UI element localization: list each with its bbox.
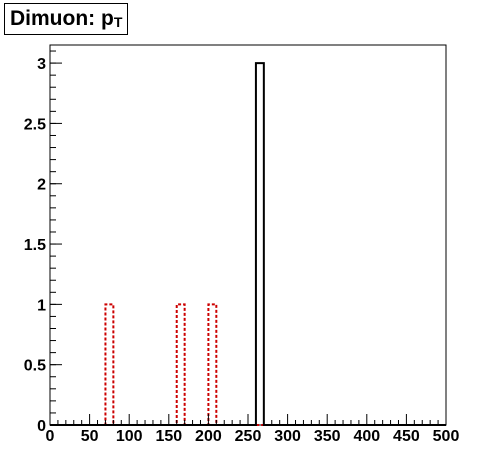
x-tick-label: 450 [393,428,420,445]
chart-title-subscript: T [113,14,123,30]
x-tick-label: 300 [274,428,301,445]
x-tick-label: 200 [195,428,222,445]
chart-title: Dimuon: pT [4,3,129,35]
y-tick-label: 1 [37,297,46,314]
x-tick-label: 250 [235,428,262,445]
y-tick-label: 0 [37,418,46,435]
x-tick-label: 350 [314,428,341,445]
x-tick-label: 500 [433,428,460,445]
x-tick-label: 150 [155,428,182,445]
plot-frame [49,44,447,426]
series-layer [50,62,446,426]
y-tick-label: 2 [37,177,46,194]
x-tick-label: 0 [46,428,55,445]
chart-title-main: Dimuon: p [10,7,114,30]
y-axis: 0 0.5 1 1.5 2 2.5 3 [24,50,62,435]
y-tick-label: 2.5 [24,116,46,133]
x-tick-label: 50 [81,428,99,445]
x-tick-label: 400 [353,428,380,445]
x-tick-label: 100 [116,428,143,445]
histogram-series-solid [50,62,446,426]
x-axis: 0 50 100 150 200 250 300 350 400 450 500 [46,414,460,445]
y-tick-label: 0.5 [24,358,46,375]
y-tick-label: 3 [37,56,46,73]
y-tick-label: 1.5 [24,237,46,254]
histogram-series-dashed [50,303,446,426]
